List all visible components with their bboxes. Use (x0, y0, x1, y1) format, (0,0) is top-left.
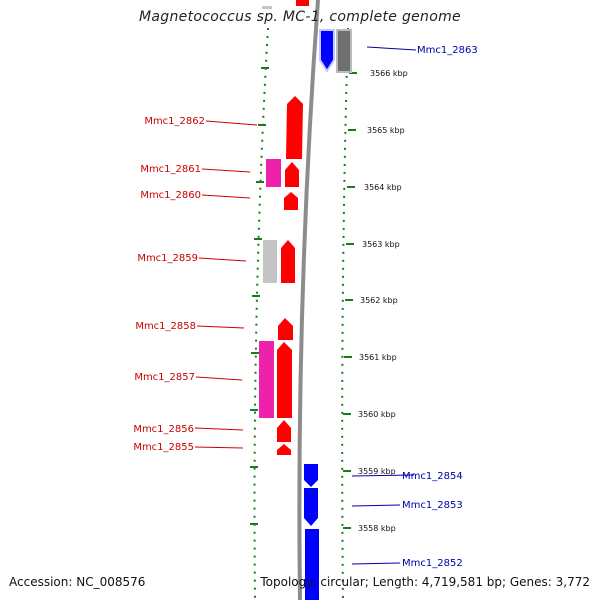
gene-feature-mmc1-2861[interactable] (285, 162, 299, 187)
tick-label-3559: 3559 kbp (358, 467, 396, 476)
tick-label-3564: 3564 kbp (364, 183, 402, 192)
topology-text: Topology: circular; Length: 4,719,581 bp… (260, 575, 590, 589)
gene-feature-magenta-2857[interactable] (259, 341, 274, 418)
gene-feature-grey-2859[interactable] (263, 240, 277, 283)
inner-scale-ring (253, 27, 269, 600)
tick-label-3562: 3562 kbp (360, 296, 398, 305)
tick-label-3560: 3560 kbp (358, 410, 396, 419)
gene-label-mmc1-2857[interactable]: Mmc1_2857 (134, 372, 195, 383)
gene-feature-mmc1-2859[interactable] (281, 240, 295, 283)
tick-label-3566: 3566 kbp (370, 69, 408, 78)
gene-label-mmc1-2852[interactable]: Mmc1_2852 (402, 558, 463, 569)
gene-label-mmc1-2860[interactable]: Mmc1_2860 (140, 190, 201, 201)
gene-label-mmc1-2862[interactable]: Mmc1_2862 (144, 116, 205, 127)
gene-feature-mmc1-2853[interactable] (304, 488, 318, 526)
gene-label-mmc1-2861[interactable]: Mmc1_2861 (140, 164, 201, 175)
gene-labels: Mmc1_2863 Mmc1_2862 Mmc1_2861 Mmc1_2860 … (133, 45, 477, 569)
gene-label-mmc1-2854[interactable]: Mmc1_2854 (402, 471, 463, 482)
gene-feature-top-partial-grey[interactable] (262, 6, 272, 9)
gene-feature-grey-2863[interactable] (336, 29, 352, 73)
gene-label-mmc1-2858[interactable]: Mmc1_2858 (135, 321, 196, 332)
scale-tick-labels: 3566 kbp 3565 kbp 3564 kbp 3563 kbp 3562… (358, 69, 408, 533)
gene-label-mmc1-2863[interactable]: Mmc1_2863 (417, 45, 478, 56)
label-leader-lines (194, 46, 417, 565)
gene-feature-mmc1-2858[interactable] (278, 318, 293, 340)
gene-label-mmc1-2856[interactable]: Mmc1_2856 (133, 424, 194, 435)
tick-label-3563: 3563 kbp (362, 240, 400, 249)
gene-feature-mmc1-2854[interactable] (304, 464, 318, 487)
gene-features (259, 0, 352, 600)
gene-feature-mmc1-2856[interactable] (277, 420, 291, 442)
genome-title: Magnetococcus sp. MC-1, complete genome (139, 9, 461, 25)
gene-feature-mmc1-2863[interactable] (319, 29, 335, 73)
genome-backbone (297, 0, 320, 600)
gene-feature-mmc1-2855[interactable] (277, 444, 291, 455)
tick-label-3565: 3565 kbp (367, 126, 405, 135)
gene-feature-mmc1-2852[interactable] (305, 529, 319, 600)
gene-feature-mmc1-2860[interactable] (284, 192, 298, 210)
gene-label-mmc1-2855[interactable]: Mmc1_2855 (133, 442, 194, 453)
gene-feature-mmc1-2857[interactable] (277, 342, 292, 418)
outer-scale-ring (341, 27, 349, 600)
gene-feature-top-partial[interactable] (296, 0, 309, 6)
gene-label-mmc1-2853[interactable]: Mmc1_2853 (402, 500, 463, 511)
inner-tick-marks (250, 67, 269, 525)
accession-text: Accession: NC_008576 (9, 575, 146, 589)
gene-label-mmc1-2859[interactable]: Mmc1_2859 (137, 253, 198, 264)
tick-label-3558: 3558 kbp (358, 524, 396, 533)
gene-feature-mmc1-2862[interactable] (286, 96, 303, 159)
gene-feature-magenta-2861[interactable] (266, 159, 281, 187)
tick-label-3561: 3561 kbp (359, 353, 397, 362)
